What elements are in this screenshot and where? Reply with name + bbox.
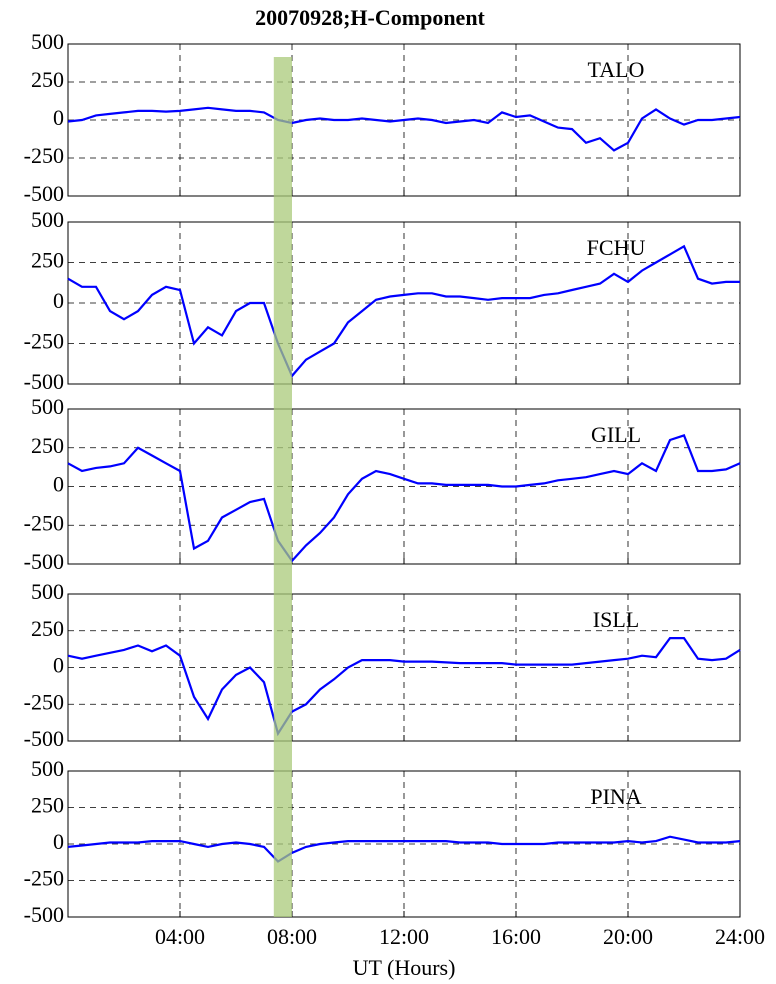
y-tick-label: 0 <box>53 829 64 854</box>
data-line <box>67 835 741 863</box>
y-tick-label: 250 <box>31 248 64 273</box>
y-tick-label: 0 <box>53 105 64 130</box>
y-tick-label: 250 <box>31 793 64 818</box>
y-tick-label: 0 <box>53 653 64 678</box>
station-label: FCHU <box>587 235 646 260</box>
y-tick-label: 500 <box>31 207 64 232</box>
data-line <box>67 106 741 152</box>
y-tick-label: 0 <box>53 288 64 313</box>
y-tick-label: -500 <box>24 902 64 927</box>
y-tick-label: 250 <box>31 616 64 641</box>
y-tick-label: 0 <box>53 472 64 497</box>
x-tick-label: 20:00 <box>603 924 653 949</box>
x-tick-label: 04:00 <box>155 924 205 949</box>
data-line <box>67 434 741 563</box>
data-line <box>67 244 740 378</box>
y-tick-label: -250 <box>24 143 64 168</box>
x-axis-label: UT (Hours) <box>353 955 456 980</box>
x-tick-label: 08:00 <box>267 924 317 949</box>
y-tick-label: 250 <box>31 67 64 92</box>
y-tick-label: 250 <box>31 433 64 458</box>
x-tick-label: 24:00 <box>715 924 765 949</box>
y-tick-label: -500 <box>24 369 64 394</box>
y-tick-label: -250 <box>24 510 64 535</box>
data-line <box>67 637 741 737</box>
y-tick-label: -500 <box>24 726 64 751</box>
station-label: TALO <box>588 57 645 82</box>
x-tick-label: 16:00 <box>491 924 541 949</box>
highlight-band <box>273 57 292 917</box>
y-tick-label: -250 <box>24 866 64 891</box>
y-tick-label: 500 <box>31 394 64 419</box>
y-tick-label: -500 <box>24 181 64 206</box>
x-tick-label: 12:00 <box>379 924 429 949</box>
y-tick-label: -250 <box>24 689 64 714</box>
y-tick-label: -500 <box>24 549 64 574</box>
chart-title: 20070928;H-Component <box>255 5 485 30</box>
y-tick-label: 500 <box>31 756 64 781</box>
station-label: ISLL <box>593 607 639 632</box>
y-tick-label: 500 <box>31 29 64 54</box>
y-tick-label: -250 <box>24 329 64 354</box>
station-label: GILL <box>591 422 641 447</box>
station-label: PINA <box>590 784 641 809</box>
y-tick-label: 500 <box>31 579 64 604</box>
